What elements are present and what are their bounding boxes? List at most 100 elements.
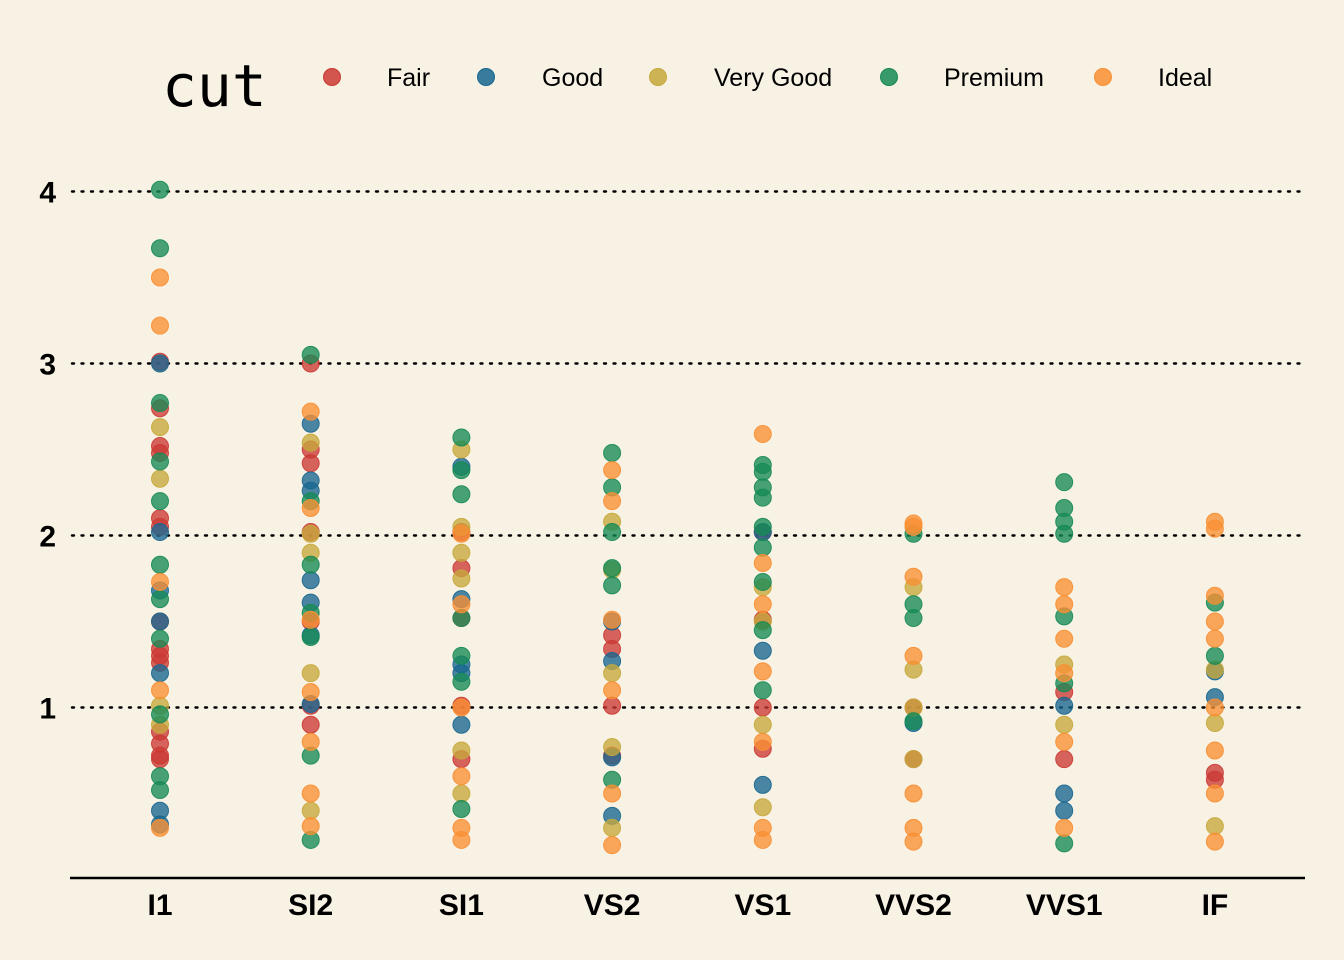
data-point — [753, 425, 772, 444]
data-point — [301, 571, 320, 590]
data-point — [301, 715, 320, 734]
data-point — [603, 610, 622, 629]
data-point — [753, 662, 772, 681]
data-point — [753, 641, 772, 660]
data-point — [1055, 834, 1074, 853]
data-point — [753, 732, 772, 751]
legend-label: Fair — [387, 64, 430, 92]
legend-label: Ideal — [1158, 64, 1212, 92]
data-point — [1205, 519, 1224, 538]
x-tick-label: VS1 — [734, 889, 791, 922]
data-point — [301, 402, 320, 421]
data-point — [301, 498, 320, 517]
data-point — [452, 715, 471, 734]
legend: cut Fair Good Very Good Premium Ideal — [162, 52, 1212, 120]
data-point — [151, 180, 169, 199]
data-point — [904, 784, 923, 803]
data-point — [452, 741, 471, 760]
data-point — [452, 461, 471, 480]
data-point — [1055, 696, 1074, 715]
data-point — [452, 767, 471, 786]
data-point — [151, 750, 169, 769]
y-tick-label: 2 — [39, 521, 56, 554]
data-point — [904, 517, 923, 536]
data-point — [301, 817, 320, 836]
data-point — [1055, 750, 1074, 769]
data-point — [151, 681, 169, 700]
data-point — [603, 461, 622, 480]
data-point — [301, 555, 320, 574]
data-point — [452, 799, 471, 818]
data-point — [603, 443, 622, 462]
x-tick-label: SI2 — [288, 889, 333, 922]
data-point — [151, 818, 169, 837]
data-point — [1205, 832, 1224, 851]
data-point — [603, 836, 622, 855]
data-point — [301, 345, 320, 364]
legend-label: Very Good — [714, 64, 832, 92]
legend-marker — [649, 68, 667, 86]
data-point — [301, 627, 320, 646]
data-point — [151, 418, 169, 437]
y-tick-label: 3 — [39, 349, 56, 382]
data-point — [151, 523, 169, 542]
x-tick-label: VVS1 — [1026, 889, 1103, 922]
x-axis-ticks: I1 SI2 SI1 VS2 VS1 VVS2 VVS1 IF — [147, 889, 1228, 922]
data-point — [1055, 595, 1074, 614]
data-point — [904, 646, 923, 665]
data-point — [1205, 629, 1224, 648]
y-tick-label: 4 — [39, 177, 56, 210]
data-point — [151, 469, 169, 488]
data-point — [753, 595, 772, 614]
data-point — [603, 784, 622, 803]
data-point — [301, 683, 320, 702]
data-point — [1055, 473, 1074, 492]
data-point — [1205, 586, 1224, 605]
y-tick-label: 1 — [39, 693, 56, 726]
x-tick-label: IF — [1202, 889, 1229, 922]
data-point — [151, 572, 169, 591]
data-point — [753, 462, 772, 481]
data-point — [1055, 784, 1074, 803]
data-point — [151, 612, 169, 631]
legend-label: Good — [542, 64, 603, 92]
gridlines — [70, 190, 1307, 709]
data-point — [603, 696, 622, 715]
data-point — [603, 681, 622, 700]
data-point — [301, 664, 320, 683]
data-point — [1205, 784, 1224, 803]
data-point — [753, 488, 772, 507]
data-point — [301, 454, 320, 473]
y-axis-ticks: 1 2 3 4 — [39, 177, 56, 726]
data-point — [904, 832, 923, 851]
data-point — [1055, 801, 1074, 820]
data-point — [1055, 524, 1074, 543]
legend-label: Premium — [944, 64, 1044, 92]
data-point — [301, 784, 320, 803]
data-point — [452, 595, 471, 614]
data-point — [904, 750, 923, 769]
data-point — [753, 715, 772, 734]
data-point — [904, 609, 923, 628]
data-point — [753, 798, 772, 817]
data-points — [151, 180, 1224, 855]
data-point — [603, 738, 622, 757]
data-point — [151, 268, 169, 287]
data-point — [904, 712, 923, 731]
legend-marker — [1094, 68, 1112, 86]
data-point — [151, 492, 169, 511]
data-point — [603, 576, 622, 595]
data-point — [753, 681, 772, 700]
data-point — [753, 698, 772, 717]
legend-items: Fair Good Very Good Premium Ideal — [323, 64, 1212, 92]
legend-marker — [323, 68, 341, 86]
data-point — [452, 428, 471, 447]
data-point — [1055, 818, 1074, 837]
data-point — [1055, 732, 1074, 751]
data-point — [301, 524, 320, 543]
data-point — [151, 354, 169, 373]
data-point — [603, 559, 622, 578]
data-point — [603, 818, 622, 837]
x-tick-label: VVS2 — [875, 889, 952, 922]
data-point — [1205, 698, 1224, 717]
